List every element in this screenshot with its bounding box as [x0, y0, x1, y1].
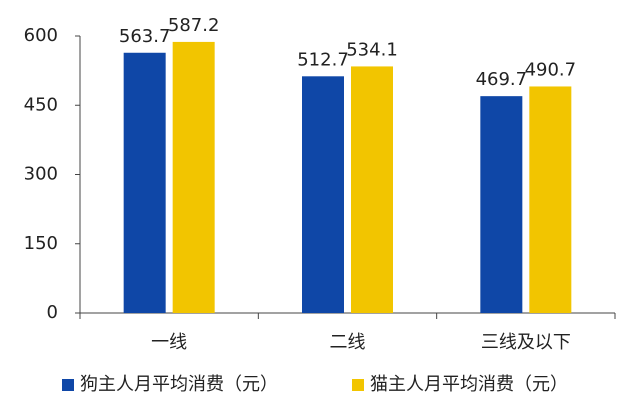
y-tick-label: 0 — [47, 302, 58, 323]
y-tick-label: 600 — [24, 25, 58, 46]
legend-swatch — [62, 379, 74, 391]
legend-swatch — [352, 379, 364, 391]
data-label: 469.7 — [476, 69, 528, 90]
y-tick-label: 150 — [24, 233, 58, 254]
x-tick-label: 一线 — [151, 332, 187, 353]
data-label: 587.2 — [168, 15, 220, 36]
x-tick-label: 二线 — [330, 332, 366, 353]
legend-label: 狗主人月平均消费（元） — [80, 374, 278, 395]
bar — [302, 76, 344, 313]
bar — [351, 66, 393, 314]
bar — [123, 52, 166, 314]
bar — [480, 96, 523, 313]
y-tick-label: 300 — [24, 164, 58, 185]
legend-label: 猫主人月平均消费（元） — [370, 374, 568, 395]
bar — [172, 41, 215, 313]
x-tick-label: 三线及以下 — [481, 332, 571, 353]
bar — [529, 86, 572, 313]
data-label: 490.7 — [525, 59, 577, 80]
data-label: 512.7 — [297, 49, 349, 70]
data-label: 563.7 — [119, 26, 171, 47]
y-tick-label: 450 — [24, 94, 58, 115]
data-label: 534.1 — [346, 39, 398, 60]
